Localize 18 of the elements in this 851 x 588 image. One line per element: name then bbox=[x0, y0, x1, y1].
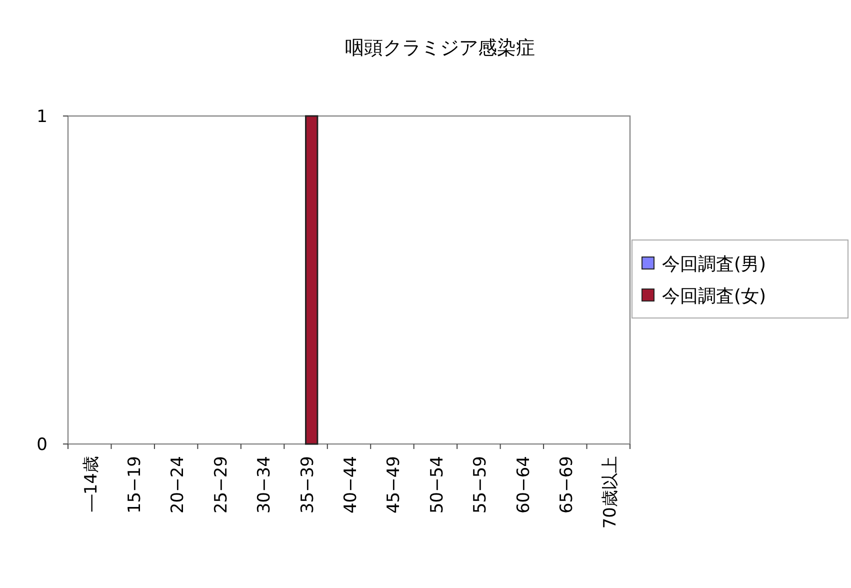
y-tick-label: 0 bbox=[36, 435, 48, 455]
x-tick-label: 60−64 bbox=[514, 456, 534, 514]
y-tick-label: 1 bbox=[36, 107, 48, 127]
x-tick-label: 45−49 bbox=[384, 456, 404, 514]
x-tick-label: 15−19 bbox=[124, 456, 145, 514]
x-tick-label: 40−44 bbox=[341, 456, 361, 514]
x-tick-label: 30−34 bbox=[254, 456, 275, 514]
legend-label: 今回調査(女) bbox=[662, 286, 766, 307]
chart-title: 咽頭クラミジア感染症 bbox=[345, 37, 535, 59]
x-tick-label: 50−54 bbox=[427, 456, 448, 514]
x-tick-label: 65−69 bbox=[557, 456, 578, 514]
x-tick-label: 35−39 bbox=[298, 456, 318, 514]
legend-label: 今回調査(男) bbox=[662, 254, 766, 275]
x-tick-label: 25−29 bbox=[211, 456, 232, 514]
x-tick-label: 55−59 bbox=[470, 456, 491, 514]
x-tick-label: 20−24 bbox=[168, 456, 188, 514]
x-tick-label: 70歳以上 bbox=[600, 456, 620, 529]
x-tick-label: ―14歳 bbox=[82, 456, 102, 512]
